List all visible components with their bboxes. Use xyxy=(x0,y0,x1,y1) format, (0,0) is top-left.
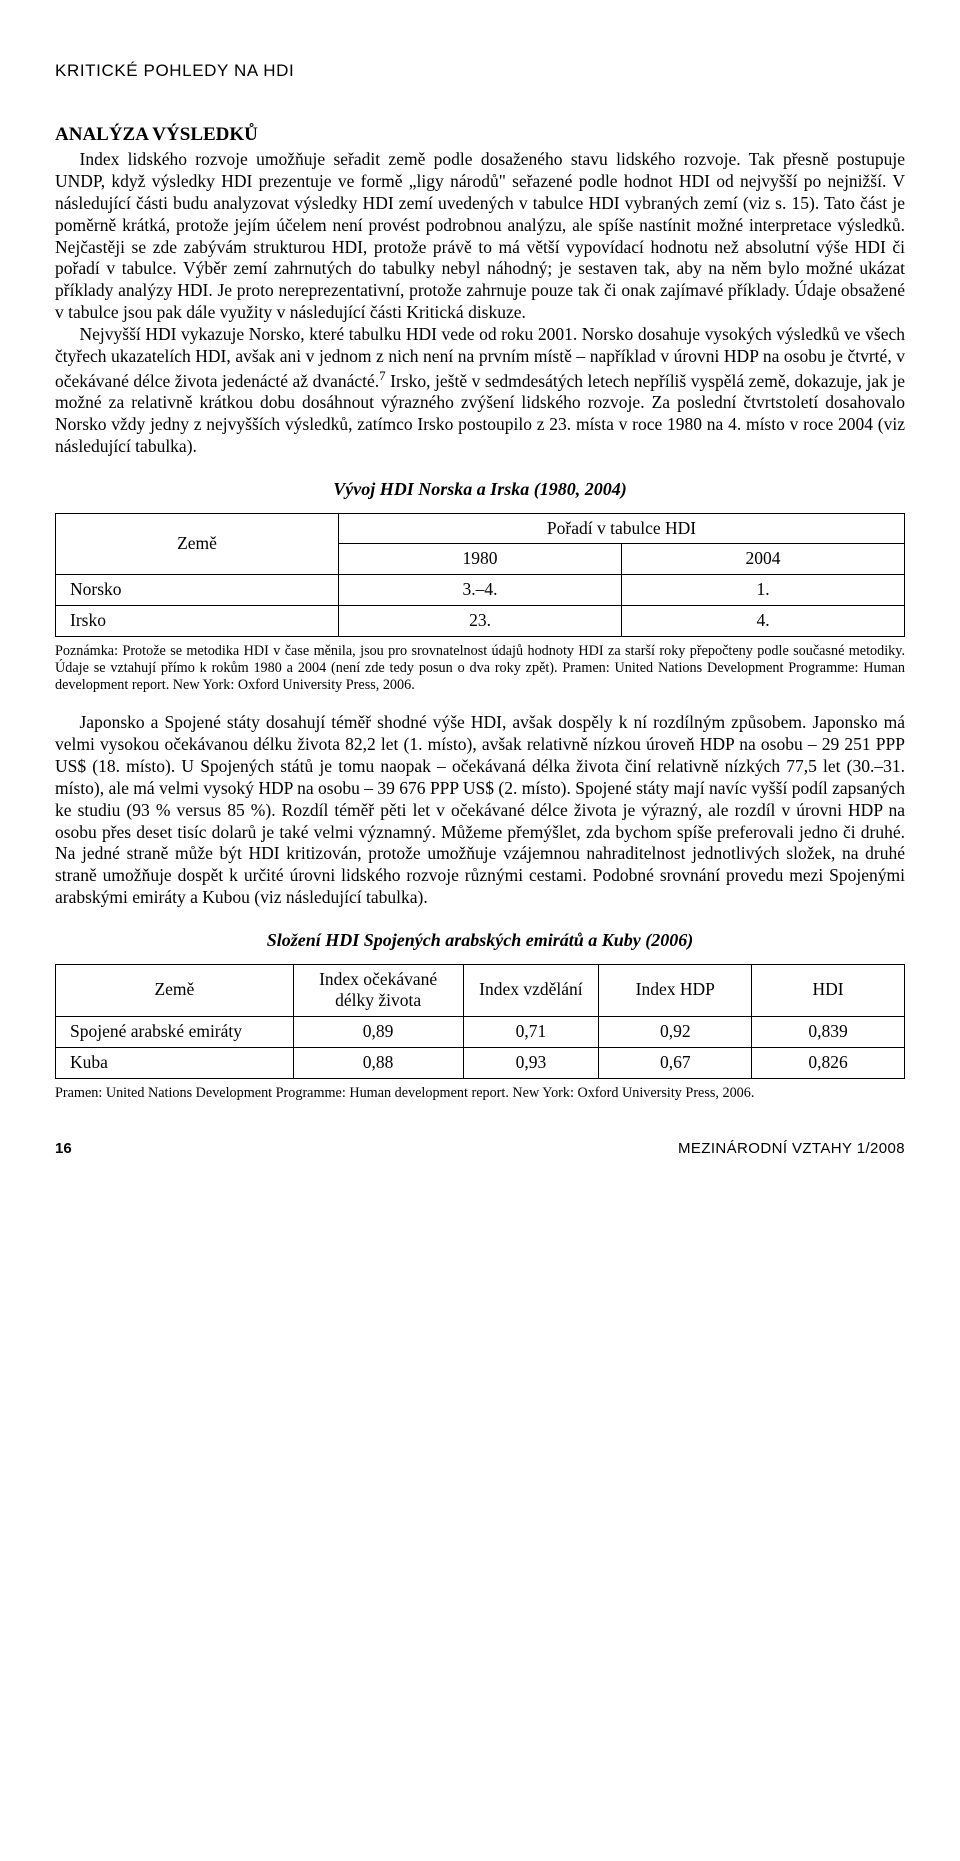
table-cell: Kuba xyxy=(56,1048,294,1079)
table-cell: 4. xyxy=(622,606,905,637)
table-title: Vývoj HDI Norska a Irska (1980, 2004) xyxy=(55,478,905,501)
table-header: Pořadí v tabulce HDI xyxy=(339,513,905,544)
table-note: Poznámka: Protože se metodika HDI v čase… xyxy=(55,643,905,694)
table-cell: Spojené arabské emiráty xyxy=(56,1017,294,1048)
table-cell: 0,71 xyxy=(463,1017,599,1048)
table-cell: 0,88 xyxy=(293,1048,463,1079)
body-paragraph: Japonsko a Spojené státy dosahují téměř … xyxy=(55,712,905,909)
body-paragraph: Index lidského rozvoje umožňuje seřadit … xyxy=(55,149,905,324)
table-header: Index HDP xyxy=(599,964,752,1017)
table-cell: 0,89 xyxy=(293,1017,463,1048)
table-cell: Norsko xyxy=(56,575,339,606)
table-note: Pramen: United Nations Development Progr… xyxy=(55,1085,905,1102)
table-header: Země xyxy=(56,513,339,575)
table-cell: 23. xyxy=(339,606,622,637)
table-header: 1980 xyxy=(339,544,622,575)
table-cell: 0,67 xyxy=(599,1048,752,1079)
table-title: Složení HDI Spojených arabských emirátů … xyxy=(55,929,905,952)
table-cell: 0,92 xyxy=(599,1017,752,1048)
table-row: Kuba 0,88 0,93 0,67 0,826 xyxy=(56,1048,905,1079)
table-cell: 0,93 xyxy=(463,1048,599,1079)
table-cell: Irsko xyxy=(56,606,339,637)
running-head: KRITICKÉ POHLEDY NA HDI xyxy=(55,60,905,81)
table-row: Spojené arabské emiráty 0,89 0,71 0,92 0… xyxy=(56,1017,905,1048)
table-header: Země xyxy=(56,964,294,1017)
table-cell: 3.–4. xyxy=(339,575,622,606)
page-footer: 16 MEZINÁRODNÍ VZTAHY 1/2008 xyxy=(55,1140,905,1159)
table-cell: 0,826 xyxy=(752,1048,905,1079)
section-heading: ANALÝZA VÝSLEDKŮ xyxy=(55,123,905,147)
table-header: Index vzdělání xyxy=(463,964,599,1017)
table-header: 2004 xyxy=(622,544,905,575)
table-cell: 0,839 xyxy=(752,1017,905,1048)
table-hdi-uae-cuba: Země Index očekávané délky života Index … xyxy=(55,964,905,1080)
table-header: Index očekávané délky života xyxy=(293,964,463,1017)
page-number: 16 xyxy=(55,1140,72,1159)
table-header: HDI xyxy=(752,964,905,1017)
table-row: Norsko 3.–4. 1. xyxy=(56,575,905,606)
body-paragraph: Nejvyšší HDI vykazuje Norsko, které tabu… xyxy=(55,324,905,458)
table-hdi-norway-ireland: Země Pořadí v tabulce HDI 1980 2004 Nors… xyxy=(55,513,905,638)
table-row: Irsko 23. 4. xyxy=(56,606,905,637)
table-cell: 1. xyxy=(622,575,905,606)
journal-reference: MEZINÁRODNÍ VZTAHY 1/2008 xyxy=(678,1140,905,1159)
